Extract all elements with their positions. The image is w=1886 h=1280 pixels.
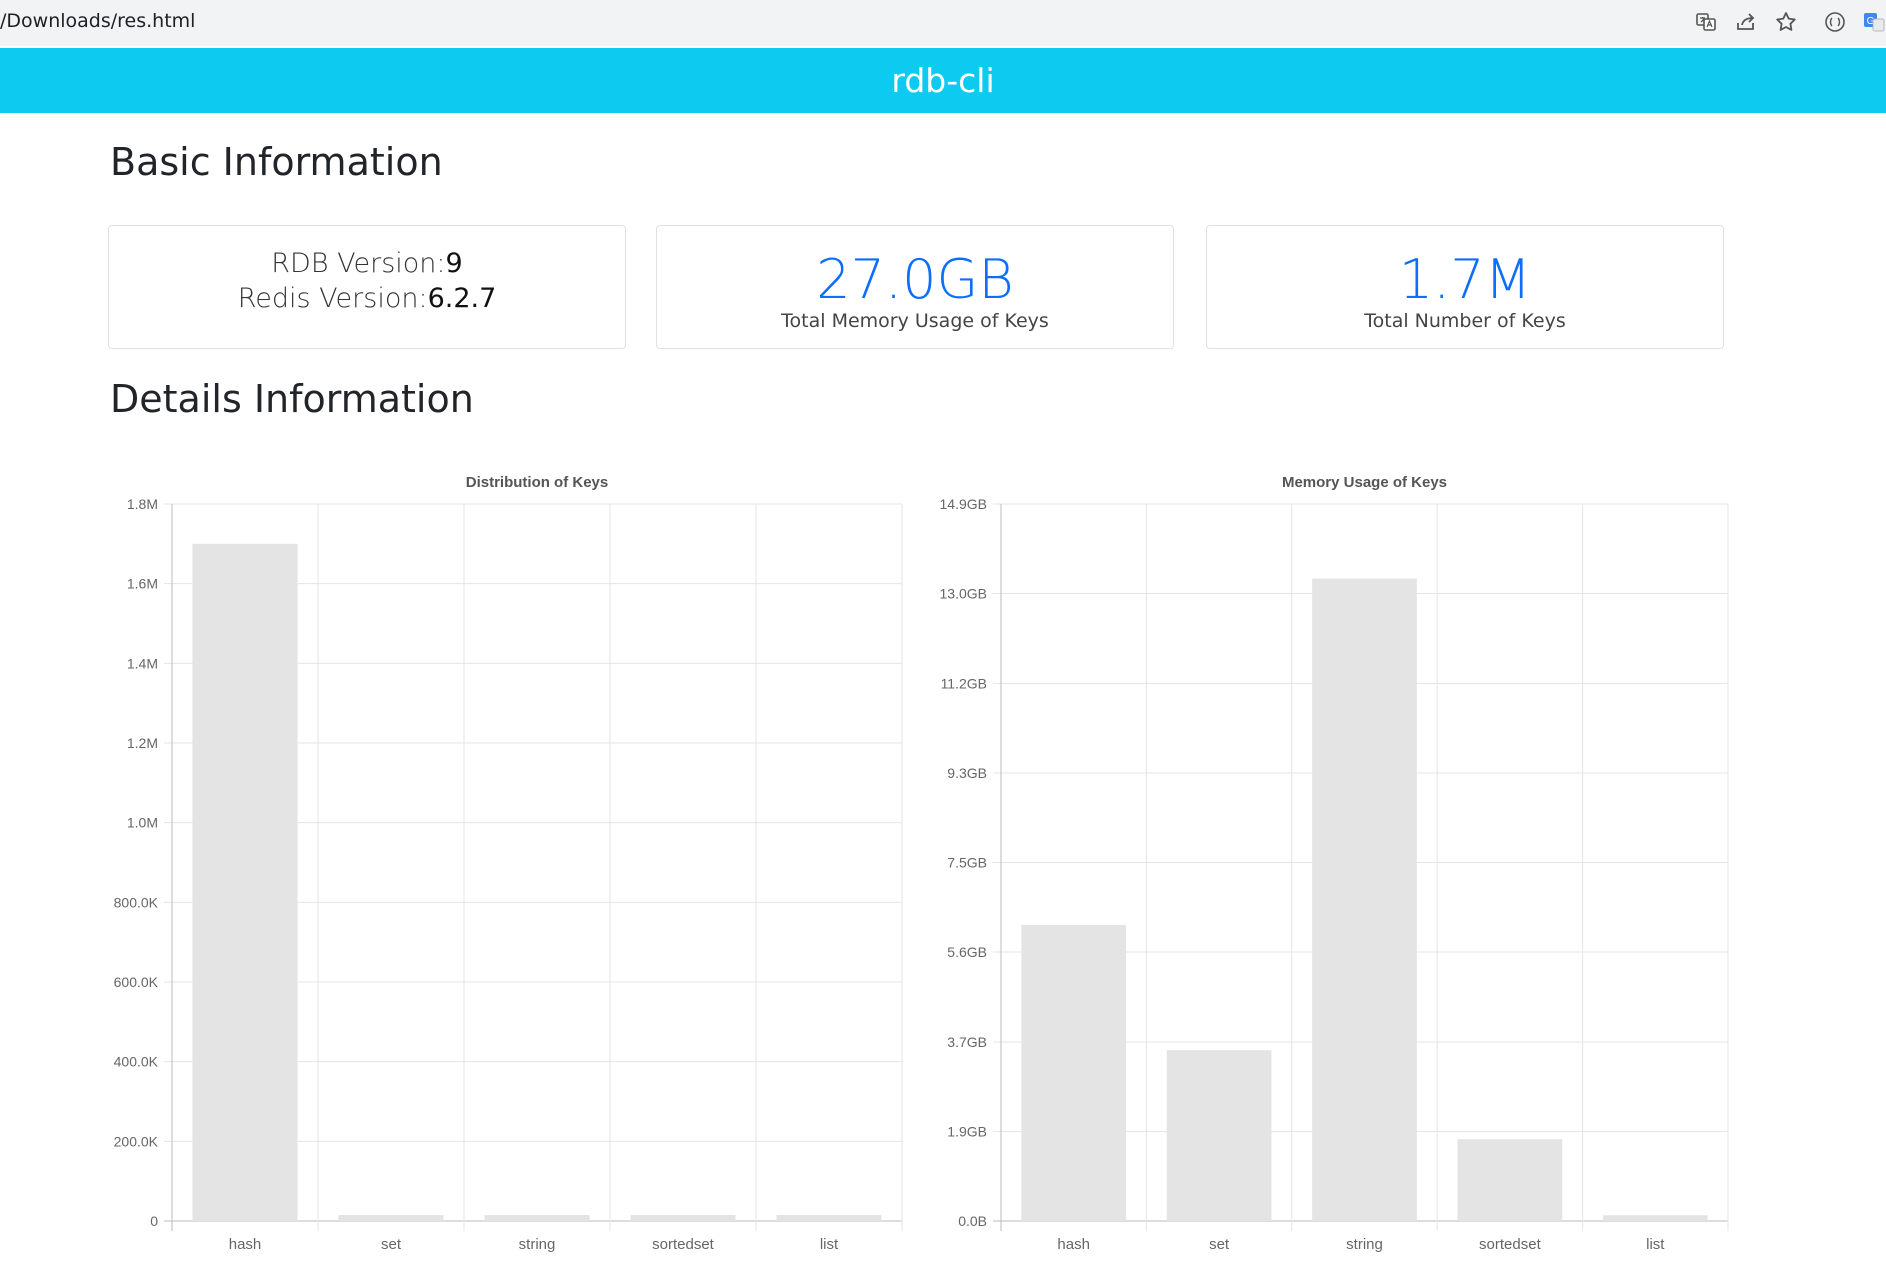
memory-ytick-label: 0.0B: [958, 1213, 987, 1229]
keys-bar-hash[interactable]: [192, 543, 298, 1221]
extension-icon[interactable]: [1823, 10, 1847, 34]
memory-xtick-label: string: [1346, 1236, 1383, 1253]
keys-ytick-label: 600.0K: [114, 974, 159, 990]
memory-ytick-label: 9.3GB: [947, 765, 987, 781]
browser-toolbar: /Downloads/res.html G: [0, 0, 1886, 46]
memory-xtick-label: sortedset: [1479, 1236, 1542, 1253]
keys-xtick-label: list: [820, 1236, 839, 1253]
total-memory-caption: Total Memory Usage of Keys: [781, 310, 1049, 332]
total-keys-caption: Total Number of Keys: [1364, 310, 1566, 332]
memory-bar-list[interactable]: [1602, 1215, 1708, 1221]
keys-ytick-label: 200.0K: [114, 1133, 159, 1149]
keys-bar-sortedset[interactable]: [630, 1215, 736, 1221]
memory-chart-title: Memory Usage of Keys: [1282, 474, 1447, 491]
keys-ytick-label: 1.0M: [127, 815, 158, 831]
share-icon[interactable]: [1734, 10, 1758, 34]
keys-bar-list[interactable]: [776, 1215, 882, 1221]
rdb-version-line: RDB Version:9: [109, 248, 625, 279]
address-bar[interactable]: /Downloads/res.html: [0, 0, 1810, 43]
app-header: rdb-cli: [0, 48, 1886, 113]
google-translate-icon[interactable]: G: [1862, 10, 1886, 34]
memory-ytick-label: 1.9GB: [947, 1123, 987, 1139]
translate-icon[interactable]: [1694, 10, 1718, 34]
memory-usage-of-keys-chart: Memory Usage of Keys 0.0B 1.9GB 3.7GB 5.6GB 7…: [940, 474, 1729, 1253]
keys-xtick-label: string: [519, 1236, 556, 1253]
keys-card: 1.7M Total Number of Keys: [1206, 225, 1724, 349]
url-text[interactable]: /Downloads/res.html: [0, 10, 196, 32]
redis-version-label: Redis Version:: [237, 283, 428, 314]
keys-ytick-label: 1.4M: [127, 655, 158, 671]
version-card: RDB Version:9 Redis Version:6.2.7: [108, 225, 626, 349]
keys-ytick-label: 1.8M: [127, 496, 158, 512]
basic-information-title: Basic Information: [110, 140, 443, 184]
memory-bar-hash[interactable]: [1021, 925, 1127, 1221]
memory-xtick-label: hash: [1057, 1236, 1090, 1253]
keys-bar-string[interactable]: [484, 1215, 590, 1221]
keys-bar-set[interactable]: [338, 1215, 444, 1221]
keys-chart-title: Distribution of Keys: [466, 474, 609, 491]
memory-ytick-label: 13.0GB: [940, 586, 987, 602]
memory-bar-string[interactable]: [1312, 578, 1417, 1221]
total-memory-value: 27.0GB: [816, 248, 1014, 311]
keys-ytick-label: 1.6M: [127, 576, 158, 592]
bookmark-star-icon[interactable]: [1774, 10, 1798, 34]
redis-version-value: 6.2.7: [427, 283, 497, 314]
memory-ytick-label: 5.6GB: [947, 944, 987, 960]
redis-version-line: Redis Version:6.2.7: [109, 283, 625, 314]
keys-xtick-label: set: [381, 1236, 402, 1253]
memory-ytick-label: 11.2GB: [941, 675, 987, 691]
keys-ytick-label: 0: [150, 1213, 158, 1229]
keys-xtick-label: hash: [229, 1236, 262, 1253]
memory-bar-sortedset[interactable]: [1457, 1139, 1563, 1221]
details-information-title: Details Information: [110, 377, 474, 421]
distribution-of-keys-chart: Distribution of Keys 0 200.0K 400.0K 600.0K 8…: [114, 474, 903, 1253]
memory-ytick-label: 7.5GB: [947, 855, 987, 871]
keys-ytick-label: 1.2M: [127, 735, 158, 751]
keys-ytick-label: 400.0K: [114, 1054, 159, 1070]
memory-ytick-label: 3.7GB: [947, 1034, 987, 1050]
rdb-version-label: RDB Version:: [271, 248, 446, 279]
keys-ytick-label: 800.0K: [114, 894, 159, 910]
memory-xtick-label: set: [1209, 1236, 1230, 1253]
memory-card: 27.0GB Total Memory Usage of Keys: [656, 225, 1174, 349]
keys-xtick-label: sortedset: [652, 1236, 715, 1253]
memory-ytick-label: 14.9GB: [940, 496, 987, 512]
svg-text:G: G: [1867, 16, 1875, 27]
app-title: rdb-cli: [891, 61, 995, 100]
total-keys-value: 1.7M: [1398, 248, 1532, 311]
rdb-version-value: 9: [445, 248, 463, 279]
memory-xtick-label: list: [1646, 1236, 1665, 1253]
memory-bar-set[interactable]: [1166, 1050, 1272, 1221]
